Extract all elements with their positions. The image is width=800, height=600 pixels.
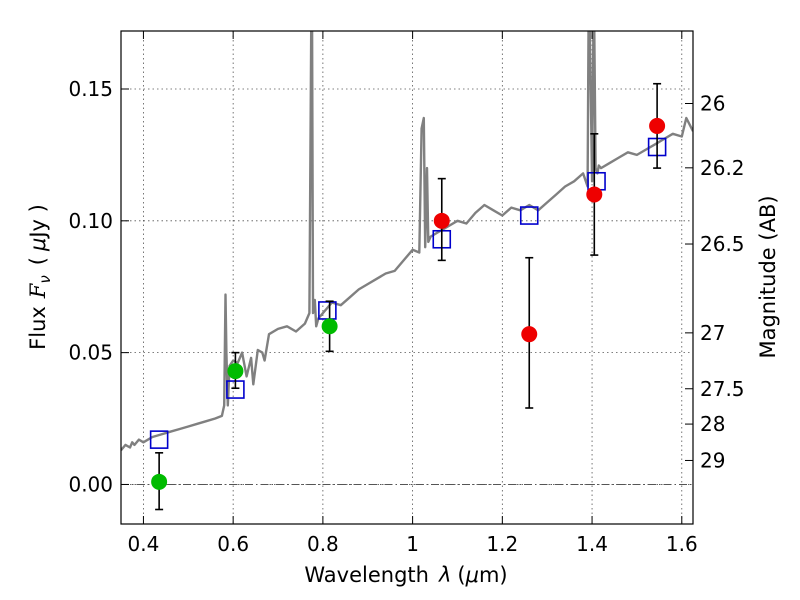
x-axis-label-unit-open: ( (457, 563, 465, 587)
axis-ticks: 0.4 0.6 0.8 1 1.2 1.4 1.6 0.00 0.05 0.10 0.15 26 26.… (68, 31, 745, 556)
x-tick-label: 1.2 (486, 532, 518, 556)
y2-tick-label: 26.5 (700, 232, 745, 256)
y2-tick-label: 27.5 (700, 377, 745, 401)
y-tick-label: 0.05 (68, 341, 113, 365)
x-axis-label-symbol: λ (438, 563, 451, 587)
x-axis-label: Wavelength λ (μm) (304, 563, 507, 587)
y-axis-label-unit-open: ( (26, 257, 50, 265)
data-point (586, 186, 603, 203)
y-axis-label-unit-close: Jy ) (26, 204, 50, 240)
data-point (227, 363, 244, 380)
x-axis-label-text: Wavelength (304, 563, 429, 587)
y-tick-label: 0.00 (68, 472, 113, 496)
x-axis-label-unit-mu: μ (465, 563, 479, 587)
model-photometry-square (519, 206, 539, 225)
x-tick-label: 1.4 (576, 532, 608, 556)
data-point (321, 318, 338, 335)
y2-tick-label: 26.2 (700, 156, 745, 180)
y-axis-label-subscript: ν (36, 275, 54, 283)
grid-lines (121, 31, 693, 524)
data-point (433, 212, 450, 229)
x-tick-label: 0.6 (217, 532, 249, 556)
plot-frame (120, 30, 694, 525)
model-photometry-square (149, 430, 169, 449)
x-tick-label: 0.4 (128, 532, 160, 556)
y2-tick-label: 26 (700, 92, 725, 116)
data-point (649, 117, 666, 134)
y-axis-label-text: Flux (26, 306, 50, 350)
y2-tick-label: 28 (700, 412, 725, 436)
x-tick-label: 1.6 (666, 532, 698, 556)
spectrum-line (121, 31, 693, 451)
marker-layer (149, 82, 667, 511)
x-tick-label: 1 (406, 532, 419, 556)
data-point (151, 473, 168, 490)
data-point (521, 326, 538, 343)
spectrum-layer (121, 31, 693, 451)
y-axis-label: Flux Fν ( μJy ) (26, 204, 54, 350)
x-axis-label-unit-close: m) (479, 563, 508, 587)
x-tick-label: 0.8 (307, 532, 339, 556)
y-axis-label-unit-mu: μ (26, 238, 50, 252)
y-tick-label: 0.10 (68, 209, 113, 233)
y2-axis-label: Magnitude (AB) (756, 195, 780, 358)
y-tick-label: 0.15 (68, 77, 113, 101)
y2-tick-label: 29 (700, 448, 725, 472)
y2-tick-label: 27 (700, 321, 725, 345)
y-axis-label-symbol: F (26, 282, 50, 299)
